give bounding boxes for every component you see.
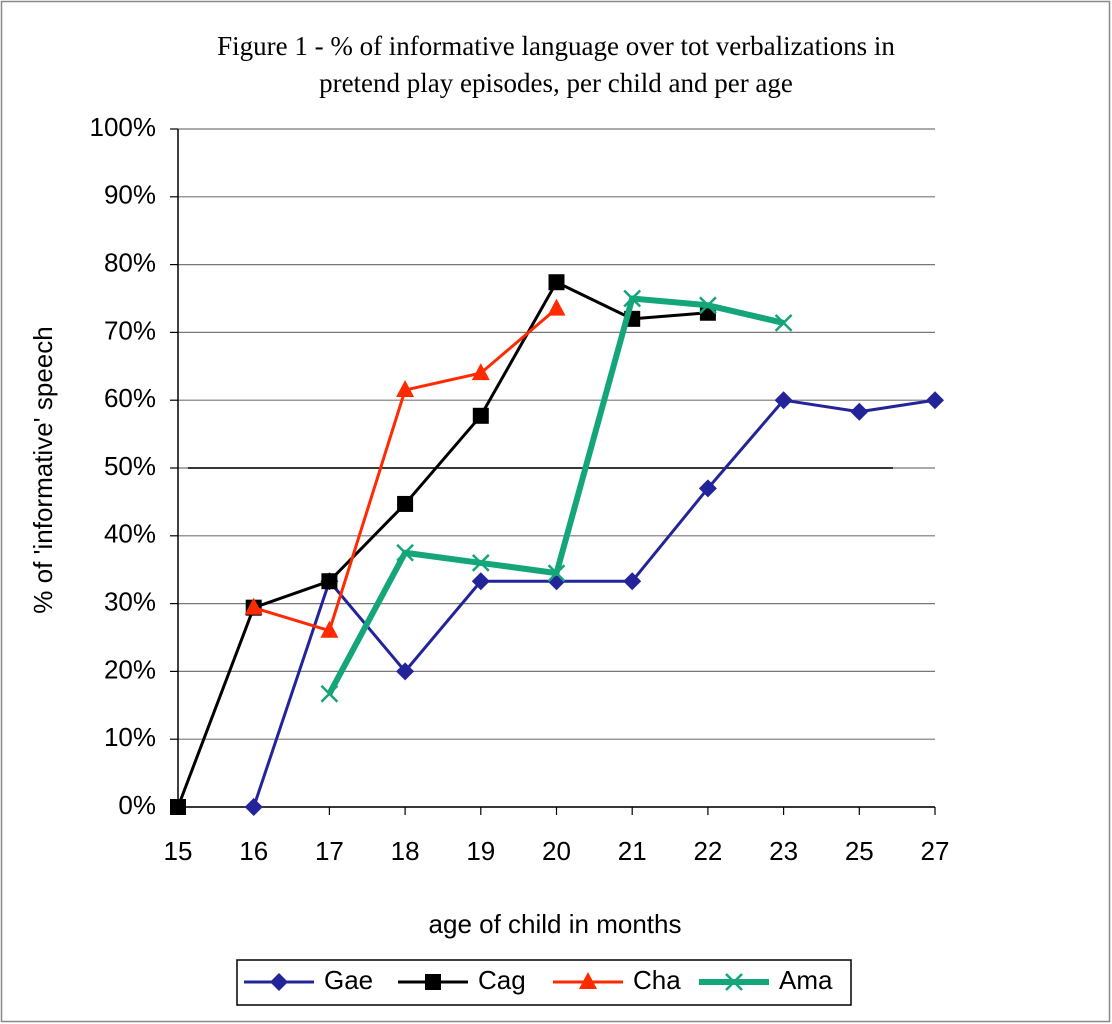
- x-tick-label: 16: [239, 836, 268, 866]
- y-tick-label: 70%: [104, 315, 156, 345]
- data-point: [321, 573, 338, 590]
- data-point: [774, 314, 793, 332]
- legend-label: Gae: [324, 965, 373, 995]
- data-point: [320, 684, 339, 703]
- x-tick-label: 22: [693, 836, 722, 866]
- data-point: [396, 543, 414, 562]
- data-point: [623, 289, 642, 308]
- y-tick-label: 40%: [104, 519, 156, 549]
- data-point: [244, 798, 263, 816]
- x-tick-label: 25: [845, 836, 874, 866]
- data-point: [170, 799, 186, 815]
- data-point: [320, 620, 339, 638]
- x-tick-label: 20: [542, 836, 571, 866]
- legend-marker: [270, 973, 288, 991]
- legend-marker: [725, 973, 743, 991]
- legend-marker: [425, 974, 441, 990]
- data-point: [471, 363, 490, 381]
- x-tick-label: 17: [315, 836, 344, 866]
- y-tick-label: 0%: [118, 790, 156, 820]
- chart-title: Figure 1 - % of informative language ove…: [217, 31, 895, 61]
- data-point: [397, 495, 414, 512]
- data-point: [623, 572, 642, 591]
- data-point: [774, 391, 793, 410]
- y-tick-label: 60%: [104, 383, 156, 413]
- data-point: [471, 554, 490, 572]
- y-tick-label: 50%: [104, 451, 156, 481]
- data-point: [471, 572, 490, 591]
- data-point: [698, 479, 717, 498]
- data-point: [547, 564, 566, 582]
- y-tick-label: 30%: [104, 586, 156, 616]
- series-line: [176, 280, 709, 808]
- data-point: [472, 407, 489, 424]
- x-axis-label: age of child in months: [429, 909, 682, 939]
- y-tick-label: 80%: [104, 247, 156, 277]
- x-tick-label: 19: [466, 836, 495, 866]
- y-tick-label: 20%: [104, 654, 156, 684]
- y-tick-label: 10%: [104, 722, 156, 752]
- legend-label: Ama: [779, 965, 833, 995]
- data-point: [396, 380, 415, 398]
- y-tick-label: 100%: [90, 112, 157, 142]
- x-tick-label: 15: [164, 836, 193, 866]
- legend-label: Cag: [478, 965, 526, 995]
- y-axis-label: % of 'informative' speech: [28, 326, 58, 613]
- x-tick-label: 18: [391, 836, 420, 866]
- data-point: [244, 597, 263, 615]
- x-tick-label: 27: [921, 836, 950, 866]
- data-point: [547, 298, 566, 316]
- data-point: [850, 402, 869, 421]
- data-point: [548, 274, 565, 291]
- x-tick-label: 21: [618, 836, 647, 866]
- data-point: [926, 391, 944, 410]
- chart-title: pretend play episodes, per child and per…: [319, 68, 793, 98]
- legend-marker: [579, 972, 597, 989]
- data-point: [396, 662, 415, 681]
- legend-label: Cha: [633, 965, 681, 995]
- data-point: [699, 296, 717, 315]
- y-tick-label: 90%: [104, 180, 156, 210]
- x-tick-label: 23: [769, 836, 798, 866]
